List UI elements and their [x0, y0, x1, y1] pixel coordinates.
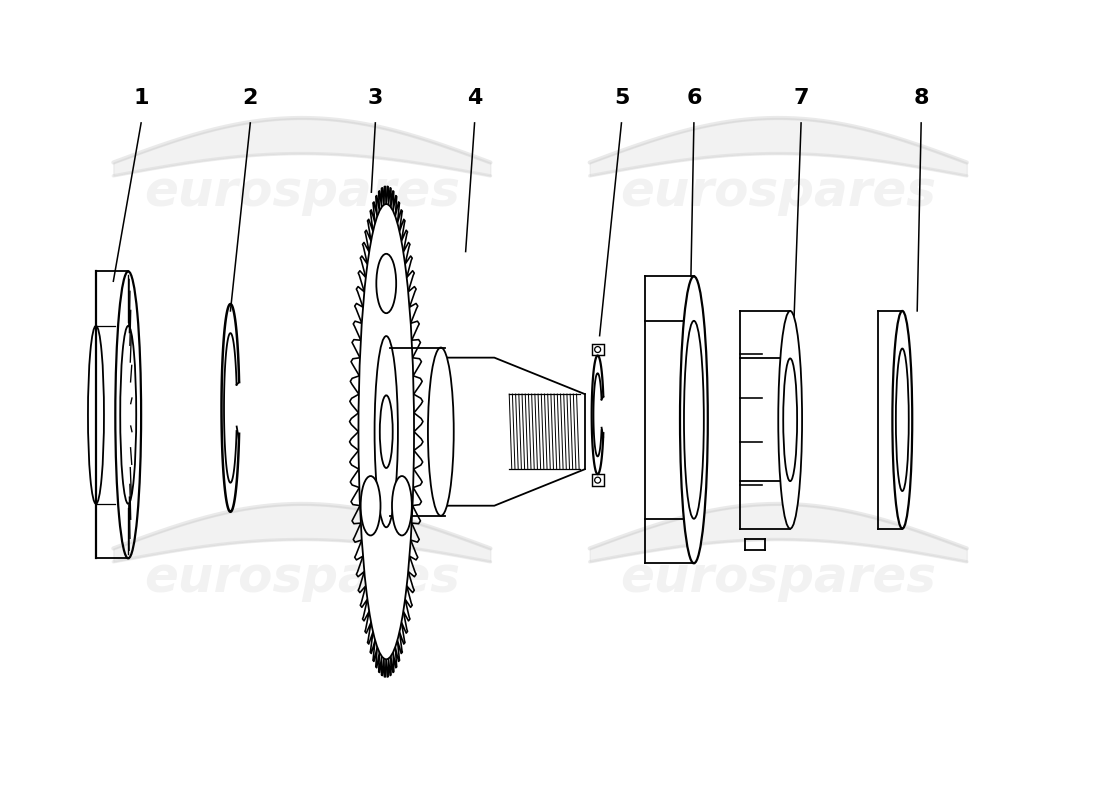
Ellipse shape: [783, 358, 798, 481]
Text: 6: 6: [686, 88, 702, 108]
Text: 7: 7: [793, 88, 808, 108]
Ellipse shape: [428, 347, 453, 516]
Text: 4: 4: [466, 88, 482, 108]
Ellipse shape: [392, 476, 411, 535]
Ellipse shape: [892, 311, 912, 529]
Text: 2: 2: [243, 88, 258, 108]
Text: 5: 5: [614, 88, 629, 108]
Ellipse shape: [779, 311, 802, 529]
Text: eurospares: eurospares: [620, 168, 936, 216]
Text: eurospares: eurospares: [620, 554, 936, 602]
Text: eurospares: eurospares: [144, 168, 460, 216]
Text: eurospares: eurospares: [144, 554, 460, 602]
Ellipse shape: [684, 321, 704, 518]
Ellipse shape: [376, 254, 396, 313]
Ellipse shape: [375, 336, 398, 527]
Ellipse shape: [895, 349, 909, 491]
Ellipse shape: [361, 476, 381, 535]
Ellipse shape: [680, 276, 707, 563]
Text: 1: 1: [133, 88, 148, 108]
Text: 3: 3: [367, 88, 383, 108]
Ellipse shape: [359, 204, 414, 659]
Text: 8: 8: [913, 88, 928, 108]
